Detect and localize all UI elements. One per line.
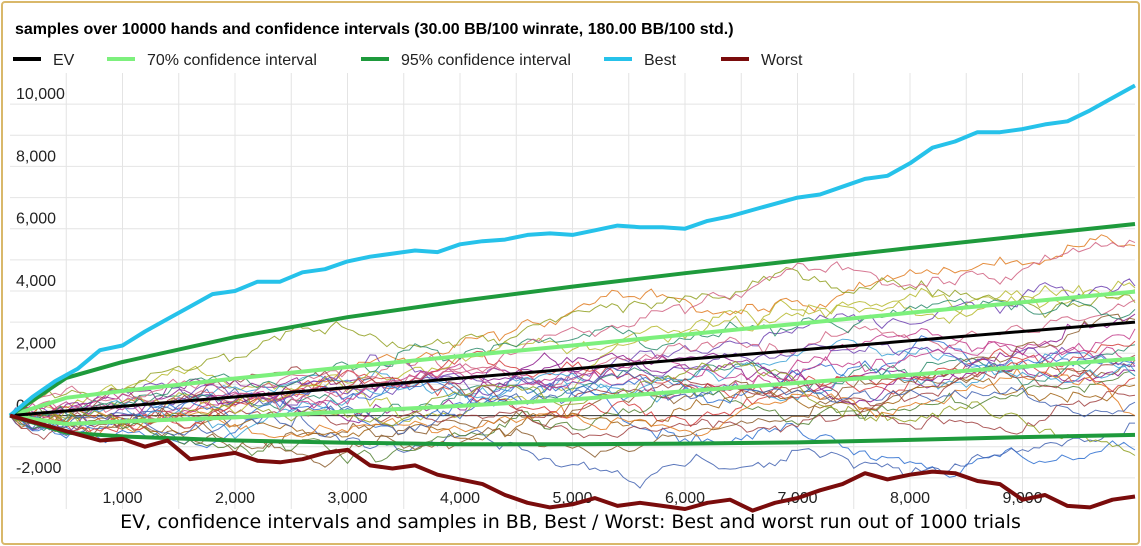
sample-run-line — [9, 340, 1136, 433]
ci70-upper-line — [9, 289, 1136, 418]
y-tick-label: 4,000 — [16, 273, 56, 290]
sample-run-line — [9, 388, 1136, 439]
ci70-lower-line — [9, 356, 1136, 427]
x-tick-label: 4,000 — [440, 490, 480, 507]
legend-label: 95% confidence interval — [401, 52, 571, 69]
best-run-line — [8, 83, 1136, 418]
sample-run-line — [9, 338, 1136, 440]
y-tick-label: 2,000 — [16, 335, 56, 352]
sample-run-line — [9, 342, 1136, 435]
sample-run-line — [9, 328, 1136, 421]
best-worst-runs — [8, 83, 1136, 513]
chart: samples over 10000 hands and confidence … — [8, 21, 1136, 513]
sample-run-line — [9, 234, 1136, 440]
x-tick-label: 8,000 — [890, 490, 930, 507]
x-tick-label: 6,000 — [665, 490, 705, 507]
ev-line — [9, 320, 1136, 418]
legend-label: 70% confidence interval — [147, 52, 317, 69]
legend: EV 70% confidence interval 95% confidence … — [13, 52, 803, 69]
sample-run-line — [9, 382, 1136, 478]
sample-run-line — [9, 298, 1136, 420]
worst-run-line — [9, 413, 1136, 513]
confidence-bands — [8, 222, 1136, 447]
legend-label: Best — [644, 52, 677, 69]
sample-run-line — [9, 267, 1136, 417]
y-tick-label: 8,000 — [16, 148, 56, 165]
chart-caption: EV, confidence intervals and samples in … — [120, 511, 1021, 533]
sample-run-line — [9, 367, 1136, 439]
sample-run-line — [9, 313, 1136, 418]
legend-label: EV — [53, 52, 75, 69]
ci95-upper-line — [8, 222, 1136, 418]
chart-title: samples over 10000 hands and confidence … — [15, 21, 734, 38]
y-tick-label: 10,000 — [16, 86, 65, 103]
sample-run-line — [9, 366, 1136, 437]
sample-run-line — [9, 357, 1136, 454]
legend-label: Worst — [761, 52, 803, 69]
y-tick-label: 6,000 — [16, 211, 56, 228]
ci95-lower-line — [9, 413, 1136, 447]
sample-runs — [9, 234, 1136, 489]
sample-run-line — [9, 360, 1136, 456]
x-tick-label: 1,000 — [102, 490, 142, 507]
sample-run-line — [9, 239, 1136, 417]
x-tick-label: 3,000 — [327, 490, 367, 507]
y-tick-label: -2,000 — [16, 460, 61, 477]
x-tick-label: 2,000 — [215, 490, 255, 507]
